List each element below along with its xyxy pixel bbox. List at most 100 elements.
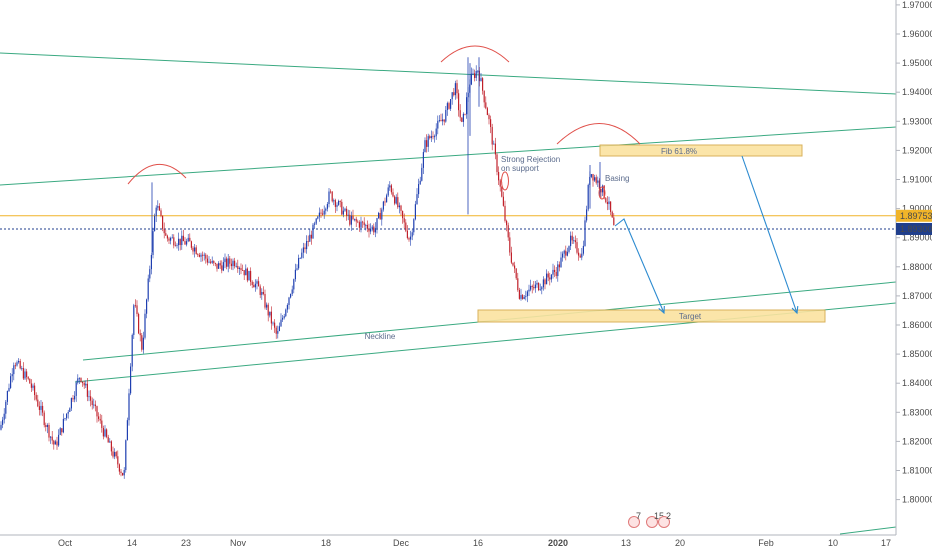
candle-body <box>370 228 372 232</box>
candle-body <box>382 201 384 210</box>
price-tick-label: 1.96000 <box>902 29 932 39</box>
event-badge-icon[interactable] <box>628 516 640 528</box>
candle-body <box>565 250 567 256</box>
price-tick-label: 1.83000 <box>902 407 932 417</box>
candle-body <box>555 271 557 277</box>
candle-body <box>24 371 26 379</box>
candle-body <box>410 236 412 240</box>
candle-body <box>381 209 383 220</box>
candle-body <box>136 305 138 314</box>
candle-body <box>62 418 64 433</box>
candle-body <box>600 188 602 193</box>
candle-body <box>222 262 224 271</box>
candle-body <box>26 371 28 378</box>
candle-body <box>517 278 519 291</box>
candle-body <box>491 127 493 145</box>
candle-body <box>157 206 159 208</box>
candle-body <box>98 416 100 419</box>
candle-body <box>182 235 184 242</box>
candle-body <box>334 200 336 207</box>
candle-body <box>362 221 364 223</box>
candle-body <box>16 362 18 366</box>
candle-body <box>550 274 552 280</box>
candle-body <box>10 376 12 388</box>
candle-body <box>462 113 464 122</box>
candle-body <box>22 368 24 379</box>
candle-body <box>477 70 479 72</box>
candle-body <box>539 289 541 291</box>
candle-body <box>587 184 589 210</box>
candle-body <box>400 205 402 211</box>
candle-body <box>458 93 460 111</box>
price-tick-label: 1.91000 <box>902 175 932 185</box>
candle-body <box>78 377 80 379</box>
candle-body <box>376 218 378 229</box>
candle-body <box>112 451 114 457</box>
candle-body <box>189 237 191 242</box>
price-tick-label: 1.81000 <box>902 466 932 476</box>
candle-body <box>365 224 367 226</box>
price-tick-label: 1.95000 <box>902 58 932 68</box>
candle-body <box>466 97 468 115</box>
candle-body <box>512 262 514 266</box>
candle-body <box>421 167 423 181</box>
candle-body <box>530 285 532 290</box>
price-tick-label: 1.85000 <box>902 349 932 359</box>
candle-body <box>498 172 500 181</box>
candle-body <box>139 333 141 336</box>
candle-body <box>224 258 226 263</box>
candle-body <box>131 334 133 367</box>
candle-body <box>243 270 245 276</box>
candle-body <box>486 108 488 116</box>
time-tick-label: 18 <box>321 538 331 548</box>
candle-body <box>538 282 540 291</box>
candle-body <box>608 201 610 205</box>
candle-body <box>86 383 88 397</box>
event-badge-icon[interactable] <box>646 516 658 528</box>
candle-body <box>240 268 242 271</box>
candle-body <box>272 322 274 324</box>
candle-body <box>278 326 280 331</box>
candle-body <box>27 377 29 379</box>
candle-body <box>331 191 333 202</box>
candle-body <box>174 245 176 247</box>
candle-body <box>75 382 77 396</box>
candle-body <box>490 119 492 128</box>
candle-body <box>122 472 124 476</box>
time-tick-label: 16 <box>473 538 483 548</box>
candle-body <box>387 187 389 196</box>
candle-body <box>605 198 607 203</box>
fib-to-target-arrow-head <box>791 305 799 315</box>
candle-body <box>19 360 21 369</box>
last-price-tag <box>896 222 932 235</box>
candle-body <box>515 268 517 279</box>
candle-body <box>371 226 373 229</box>
price-tick-label: 1.94000 <box>902 87 932 97</box>
candle-body <box>475 70 477 78</box>
candle-body <box>573 240 575 242</box>
candle-body <box>610 201 612 212</box>
basing-circle <box>598 186 606 200</box>
candle-body <box>379 212 381 220</box>
candle-body <box>70 398 72 409</box>
candle-body <box>282 317 284 320</box>
candle-body <box>347 214 349 216</box>
candle-body <box>126 420 128 441</box>
event-badge-count: 7 <box>636 511 641 521</box>
candle-body <box>354 218 356 220</box>
candle-body <box>293 279 295 290</box>
candle-body <box>586 209 588 221</box>
candle-body <box>336 204 338 207</box>
candle-body <box>581 253 583 258</box>
candle-body <box>485 102 487 109</box>
event-badge-icon[interactable] <box>658 516 670 528</box>
candle-body <box>74 395 76 400</box>
candle-body <box>389 185 391 188</box>
candle-body <box>274 322 276 328</box>
candle-body <box>309 234 311 242</box>
basing-label: Basing <box>605 174 629 183</box>
candle-body <box>184 241 186 245</box>
candle-body <box>104 429 106 437</box>
candle-body <box>445 110 447 122</box>
